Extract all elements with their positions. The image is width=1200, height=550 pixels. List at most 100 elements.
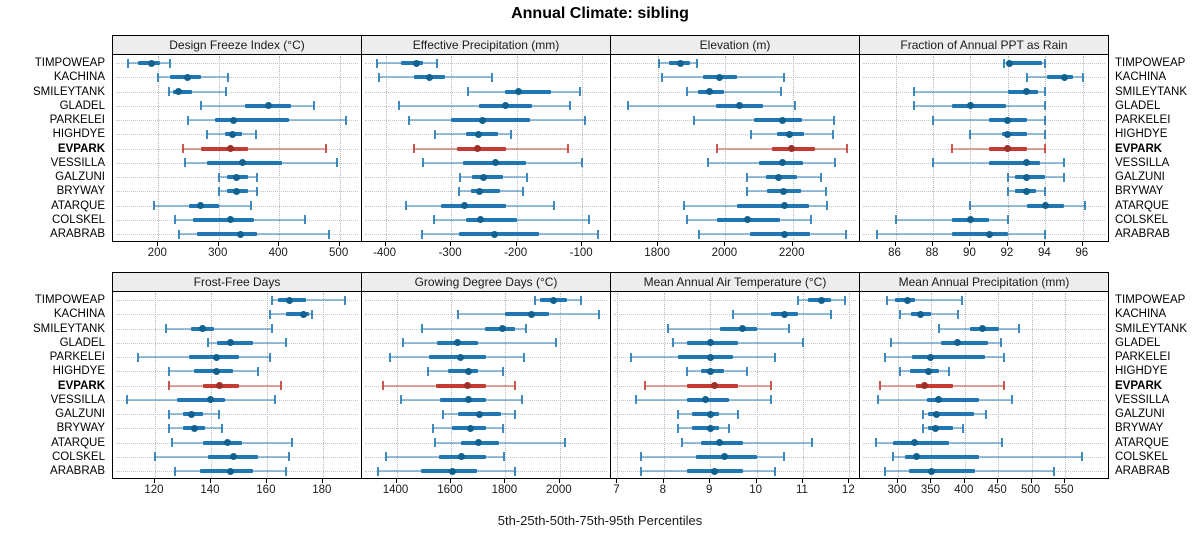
axis-tick-label: 500 xyxy=(329,247,349,259)
axis-tick-label: -300 xyxy=(438,247,462,259)
row-guide xyxy=(614,134,856,136)
median-dot xyxy=(230,116,238,124)
whisker-cap-high xyxy=(491,72,494,82)
whisker-cap-low xyxy=(153,201,156,210)
row-guide xyxy=(116,63,358,64)
median-dot xyxy=(1023,187,1031,195)
median-dot xyxy=(215,382,223,389)
whisker-cap-low xyxy=(434,129,437,139)
median-dot xyxy=(227,145,235,152)
panel-fraction-of-annual-ppt-as-rain xyxy=(859,54,1109,242)
median-dot xyxy=(549,296,557,304)
whisker-cap-high xyxy=(526,172,529,182)
whisker-cap-high xyxy=(1044,144,1047,153)
whisker-cap-low xyxy=(153,452,156,462)
median-dot xyxy=(187,410,195,418)
axis-tick-label: 1600 xyxy=(437,484,463,496)
site-label-right-gladel: GLADEL xyxy=(1115,336,1161,349)
whisker-cap-low xyxy=(217,186,220,196)
median-dot xyxy=(706,367,714,375)
iqr-bar xyxy=(691,412,720,416)
median-dot xyxy=(779,187,787,195)
whisker-cap-low xyxy=(408,115,411,125)
whisker-cap-low xyxy=(884,466,887,476)
gridline-vertical xyxy=(339,56,341,240)
row-guide xyxy=(863,442,1105,444)
median-dot xyxy=(448,467,456,475)
whisker-cap-low xyxy=(381,381,384,390)
median-dot xyxy=(474,439,482,446)
axis-tick-label: 8 xyxy=(659,484,667,496)
median-dot xyxy=(238,159,246,167)
site-label-left-evpark: EVPARK xyxy=(57,379,105,392)
iqr-bar xyxy=(892,440,950,445)
axis-tick xyxy=(450,242,452,246)
row-guide xyxy=(614,205,856,207)
site-label-left-vessilla: VESSILLA xyxy=(50,393,105,406)
whisker-range xyxy=(434,441,566,444)
whisker-cap-low xyxy=(167,381,170,390)
panel-mean-annual-precipitation-mm xyxy=(859,291,1109,479)
whisker-cap-low xyxy=(1003,58,1006,68)
row-guide xyxy=(116,328,358,330)
panel-title: Fraction of Annual PPT as Rain xyxy=(900,38,1068,52)
median-dot xyxy=(927,467,935,475)
panel-mean-annual-air-temperature-c xyxy=(610,291,860,479)
panel-strip-effective-precipitation-mm: Effective Precipitation (mm) xyxy=(361,35,611,55)
site-label-right-highdye: HIGHDYE xyxy=(1115,365,1168,378)
axis-tick xyxy=(321,479,323,483)
gridline-vertical xyxy=(964,293,966,477)
whisker-cap-high xyxy=(501,423,504,433)
site-label-left-kachina: KACHINA xyxy=(53,71,105,84)
axis-tick-label: 1400 xyxy=(382,484,409,496)
whisker-cap-low xyxy=(657,58,660,68)
whisker-cap-high xyxy=(783,452,786,462)
axis-tick-label: 10 xyxy=(749,484,762,496)
whisker-cap-low xyxy=(639,466,642,476)
whisker-cap-high xyxy=(584,115,587,125)
median-dot xyxy=(207,396,215,404)
site-label-right-smileytank: SMILEYTANK xyxy=(1115,322,1187,335)
whisker-cap-high xyxy=(524,324,527,333)
axis-tick xyxy=(384,242,386,246)
row-guide xyxy=(863,191,1105,193)
whisker-range xyxy=(682,441,813,444)
median-dot xyxy=(490,230,498,238)
axis-tick-label: 180 xyxy=(312,484,332,496)
axis-tick-label: 2000 xyxy=(711,247,738,259)
whisker-cap-low xyxy=(206,129,209,139)
median-dot xyxy=(953,339,961,347)
median-dot xyxy=(1004,130,1012,138)
iqr-bar xyxy=(926,397,980,402)
whisker-cap-low xyxy=(685,215,688,225)
row-guide xyxy=(365,91,607,93)
whisker-cap-low xyxy=(404,201,407,210)
whisker-cap-high xyxy=(820,172,823,182)
row-guide xyxy=(863,314,1105,316)
median-dot xyxy=(1060,73,1068,81)
whisker-range xyxy=(272,299,346,301)
panel-strip-elevation-m: Elevation (m) xyxy=(610,35,860,55)
whisker-cap-low xyxy=(749,129,752,139)
axis-tick-label: 400 xyxy=(954,484,974,496)
row-guide xyxy=(614,399,856,401)
axis-tick-label: 350 xyxy=(920,484,941,496)
row-guide xyxy=(863,371,1105,373)
whisker-cap-low xyxy=(630,352,633,362)
median-dot xyxy=(711,382,719,389)
site-label-left-smileytank: SMILEYTANK xyxy=(33,322,105,335)
whisker-cap-high xyxy=(1044,58,1047,68)
site-label-left-arabrab: ARABRAB xyxy=(50,228,105,240)
axis-tick-label: -200 xyxy=(504,247,528,259)
site-label-left-evpark: EVPARK xyxy=(57,142,105,155)
whisker-cap-high xyxy=(255,186,258,196)
median-dot xyxy=(966,102,974,110)
row-guide xyxy=(863,91,1105,93)
row-guide xyxy=(614,428,856,430)
whisker-cap-low xyxy=(456,309,459,319)
whisker-cap-high xyxy=(1017,324,1020,333)
whisker-cap-low xyxy=(1025,72,1028,82)
row-guide xyxy=(614,414,856,415)
whisker-cap-high xyxy=(225,87,228,96)
whisker-cap-high xyxy=(832,129,835,139)
